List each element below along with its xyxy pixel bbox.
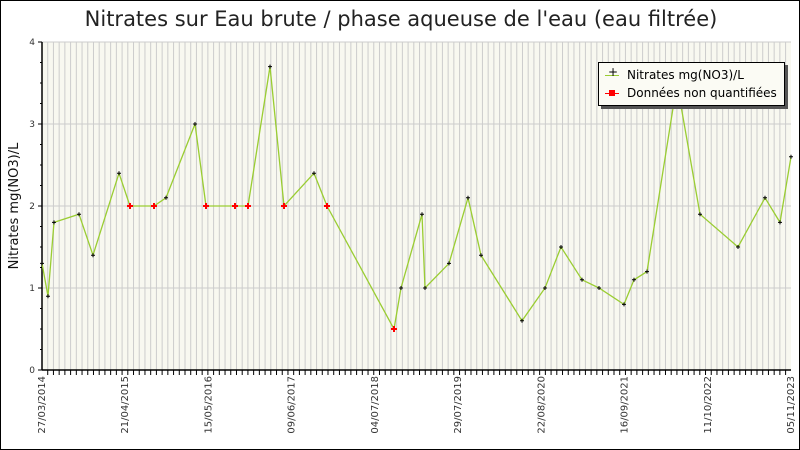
legend-item-non-quantifiees: Données non quantifiées (605, 84, 777, 102)
data-point (268, 64, 272, 69)
y-tick-label: 2 (29, 202, 35, 212)
data-point (632, 277, 636, 282)
data-point (698, 212, 702, 217)
data-point-non-quantified (151, 203, 157, 209)
data-point-non-quantified (245, 203, 251, 209)
data-point-non-quantified (324, 203, 330, 209)
data-point (580, 277, 584, 282)
x-tick-label: 04/07/2018 (370, 376, 381, 434)
data-point (645, 269, 649, 274)
x-tick-label: 11/10/2022 (703, 376, 714, 434)
data-point (763, 195, 767, 200)
data-point (52, 220, 56, 225)
data-point (164, 195, 168, 200)
data-point-non-quantified (391, 326, 397, 332)
legend-red-marker-icon (605, 86, 619, 100)
data-point-non-quantified (232, 203, 238, 209)
data-point (193, 122, 197, 126)
data-point (466, 195, 470, 200)
legend-label: Données non quantifiées (627, 86, 777, 100)
x-tick-label: 27/03/2014 (37, 376, 48, 434)
y-tick-label: 1 (29, 284, 35, 294)
data-point (46, 294, 50, 299)
data-point (622, 302, 626, 307)
data-line (41, 66, 792, 331)
x-tick-label: 16/09/2021 (620, 376, 631, 434)
data-point (420, 212, 424, 217)
y-tick-label: 0 (29, 366, 35, 376)
y-tick-label: 4 (29, 38, 35, 48)
data-point (91, 253, 95, 258)
data-point (117, 171, 121, 176)
data-point (559, 245, 563, 249)
data-point-non-quantified (281, 203, 287, 209)
data-point (447, 261, 451, 266)
data-point-non-quantified (127, 203, 133, 209)
x-tick-label: 15/05/2016 (203, 376, 214, 434)
data-point (40, 261, 44, 266)
x-tick-label: 21/04/2015 (120, 376, 131, 434)
data-point (423, 286, 427, 290)
data-point (479, 253, 483, 258)
data-point (736, 245, 740, 249)
data-point (543, 286, 547, 290)
y-tick-label: 3 (29, 120, 35, 130)
chart-legend: + Nitrates mg(NO3)/L Données non quantif… (598, 62, 785, 106)
x-tick-label: 09/06/2017 (287, 376, 298, 434)
legend-label: Nitrates mg(NO3)/L (627, 68, 744, 82)
y-axis-title: Nitrates mg(NO3)/L (7, 142, 22, 269)
chart-title: Nitrates sur Eau brute / phase aqueuse d… (84, 7, 718, 31)
data-point-non-quantified (203, 203, 209, 209)
data-point (399, 286, 403, 290)
legend-item-nitrates: + Nitrates mg(NO3)/L (605, 65, 744, 84)
data-point (597, 286, 601, 290)
legend-plus-marker-icon: + (605, 65, 619, 82)
data-point (77, 212, 81, 217)
data-point (778, 220, 782, 225)
data-point (312, 171, 316, 176)
data-point (520, 318, 524, 323)
data-point (789, 154, 793, 159)
x-tick-label: 29/07/2019 (453, 376, 464, 434)
x-tick-label: 05/11/2023 (786, 376, 797, 434)
x-tick-label: 22/08/2020 (536, 376, 547, 434)
